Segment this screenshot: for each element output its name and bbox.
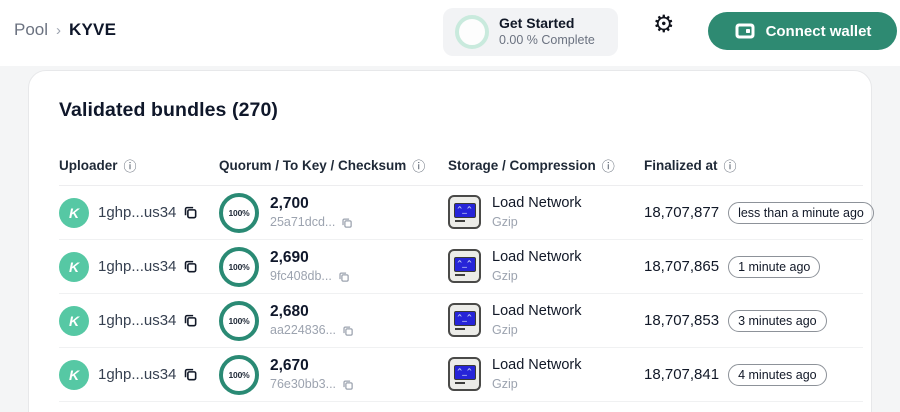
column-header-quorum: Quorum / To Key / Checksum ⓘ [219,158,426,174]
avatar: K [59,251,89,282]
top-bar: Pool › KYVE Get Started 0.00 % Complete … [0,0,900,66]
to-key-value: 2,670 [270,356,309,374]
validated-bundles-card: Validated bundles (270) Uploader ⓘ Quoru… [28,70,874,412]
table-row: K 1ghp...us34 100% 2,680 aa224836... ^_^ [59,294,863,348]
uploader-cell: K 1ghp...us34 [59,359,219,390]
quorum-badge: 100% [219,246,259,287]
finalized-height: 18,707,865 [644,258,720,275]
copy-checksum-icon[interactable] [342,379,354,391]
get-started-title: Get Started [499,15,575,32]
copy-address-icon[interactable] [183,367,198,382]
storage-name: Load Network [492,303,582,320]
breadcrumb-pool-link[interactable]: Pool [14,20,49,39]
storage-name: Load Network [492,357,582,374]
quorum-badge: 100% [219,192,259,233]
get-started-widget[interactable]: Get Started 0.00 % Complete [443,8,618,56]
uploader-address: 1ghp...us34 [98,258,177,275]
uploader-cell: K 1ghp...us34 [59,197,219,228]
storage-name: Load Network [492,195,582,212]
time-ago-badge: 3 minutes ago [728,309,827,332]
quorum-cell: 100% 2,700 25a71dcd... [219,192,448,233]
copy-address-icon[interactable] [183,259,198,274]
table-body: K 1ghp...us34 100% 2,700 25a71dcd... ^_^ [59,186,874,402]
copy-address-icon[interactable] [183,205,198,220]
checksum-value: 9fc408db... [270,269,332,284]
checksum-value: 25a71dcd... [270,215,336,230]
load-network-icon: ^_^ [448,303,481,338]
table-row: K 1ghp...us34 100% 2,690 9fc408db... ^_^ [59,240,863,294]
finalized-height: 18,707,853 [644,312,720,329]
quorum-cell: 100% 2,690 9fc408db... [219,246,448,287]
table-row: K 1ghp...us34 100% 2,670 76e30bb3... ^_^ [59,348,863,402]
finalized-cell: 18,707,877 less than a minute ago [644,201,874,224]
uploader-address: 1ghp...us34 [98,312,177,329]
finalized-cell: 18,707,841 4 minutes ago [644,363,863,386]
avatar: K [59,359,89,390]
storage-cell: ^_^ Load Network Gzip [448,303,644,338]
load-network-icon: ^_^ [448,249,481,284]
to-key-value: 2,700 [270,194,309,212]
breadcrumb: Pool › KYVE [14,20,116,40]
get-started-progress: 0.00 % Complete [499,32,595,47]
load-network-icon: ^_^ [448,357,481,392]
copy-address-icon[interactable] [183,313,198,328]
finalized-cell: 18,707,865 1 minute ago [644,255,863,278]
to-key-value: 2,680 [270,302,309,320]
compression-type: Gzip [492,268,518,283]
storage-name: Load Network [492,249,582,266]
time-ago-badge: 1 minute ago [728,255,821,278]
compression-type: Gzip [492,322,518,337]
info-icon[interactable]: ⓘ [412,159,426,174]
column-header-uploader: Uploader ⓘ [59,158,137,174]
copy-checksum-icon[interactable] [342,325,354,337]
info-icon[interactable]: ⓘ [123,159,137,174]
breadcrumb-current-page: KYVE [69,20,117,39]
avatar: K [59,305,89,336]
chevron-right-icon: › [56,21,62,39]
storage-cell: ^_^ Load Network Gzip [448,357,644,392]
column-header-finalized: Finalized at ⓘ [644,158,737,174]
uploader-address: 1ghp...us34 [98,204,177,221]
uploader-cell: K 1ghp...us34 [59,305,219,336]
uploader-address: 1ghp...us34 [98,366,177,383]
info-icon[interactable]: ⓘ [601,159,615,174]
finalized-height: 18,707,841 [644,366,720,383]
settings-gear-icon[interactable]: ⚙ [653,11,675,38]
finalized-height: 18,707,877 [644,204,720,221]
table-header-row: Uploader ⓘ Quorum / To Key / Checksum ⓘ … [59,146,863,186]
progress-ring-icon [455,15,489,49]
quorum-badge: 100% [219,300,259,341]
time-ago-badge: less than a minute ago [728,201,874,224]
finalized-cell: 18,707,853 3 minutes ago [644,309,863,332]
to-key-value: 2,690 [270,248,309,266]
connect-wallet-label: Connect wallet [765,22,872,40]
connect-wallet-button[interactable]: Connect wallet [708,12,897,50]
uploader-cell: K 1ghp...us34 [59,251,219,282]
checksum-value: aa224836... [270,323,337,338]
checksum-value: 76e30bb3... [270,377,337,392]
quorum-cell: 100% 2,680 aa224836... [219,300,448,341]
compression-type: Gzip [492,376,518,391]
quorum-badge: 100% [219,354,259,395]
info-icon[interactable]: ⓘ [723,159,737,174]
load-network-icon: ^_^ [448,195,481,230]
wallet-icon [735,23,755,39]
copy-checksum-icon[interactable] [338,271,350,283]
storage-cell: ^_^ Load Network Gzip [448,195,644,230]
quorum-cell: 100% 2,670 76e30bb3... [219,354,448,395]
card-title: Validated bundles (270) [59,99,279,121]
table-row: K 1ghp...us34 100% 2,700 25a71dcd... ^_^ [59,186,874,240]
copy-checksum-icon[interactable] [341,217,353,229]
avatar: K [59,197,89,228]
compression-type: Gzip [492,214,518,229]
column-header-storage: Storage / Compression ⓘ [448,158,615,174]
time-ago-badge: 4 minutes ago [728,363,827,386]
storage-cell: ^_^ Load Network Gzip [448,249,644,284]
